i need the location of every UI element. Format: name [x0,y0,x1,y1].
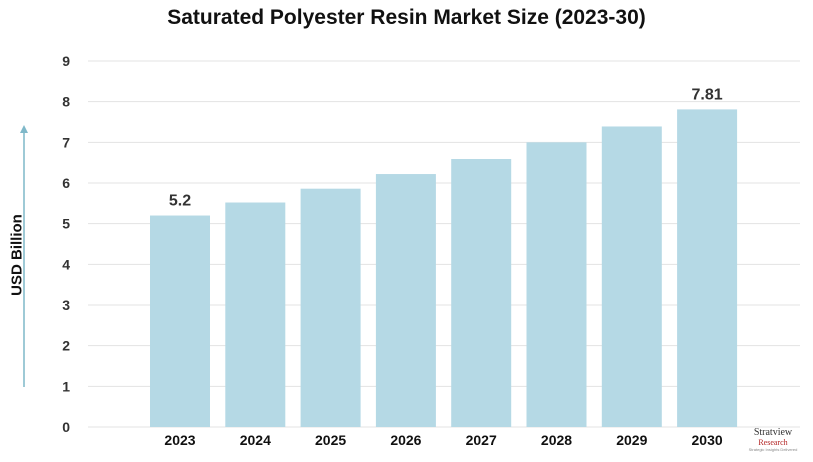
bar-2024 [225,202,286,427]
y-tick-label: 0 [62,419,70,435]
data-label-2030: 7.81 [692,86,723,103]
y-tick-label: 5 [62,216,70,232]
bar-2023 [150,215,210,427]
x-tick-label: 2030 [692,432,723,448]
logo-line-2: Research [758,438,788,447]
y-tick-label: 2 [62,338,70,354]
y-tick-label: 8 [62,94,70,110]
x-tick-label: 2025 [315,432,346,448]
logo-tagline: Strategic Insights Delivered [748,447,798,452]
y-tick-label: 3 [62,297,70,313]
bar-2027 [451,159,512,428]
bar-2030 [677,109,738,427]
x-tick-label: 2029 [616,432,647,448]
x-tick-label: 2023 [164,432,195,448]
x-tick-label: 2026 [390,432,421,448]
bar-2026 [375,174,436,427]
bar-2028 [526,142,587,428]
x-tick-label: 2027 [466,432,497,448]
y-tick-label: 4 [62,256,70,272]
chart-title: Saturated Polyester Resin Market Size (2… [167,6,646,29]
y-tick-label: 9 [62,53,70,69]
x-tick-label: 2028 [541,432,572,448]
stratview-logo: Stratview Research Strategic Insights De… [738,428,808,460]
y-tick-label: 1 [62,378,70,394]
logo-line-1: Stratview [753,427,793,438]
y-tick-label: 6 [62,175,70,191]
y-tick-label: 7 [62,134,70,150]
x-tick-label: 2024 [240,432,271,448]
y-axis-arrow-icon [20,125,28,387]
data-label-2023: 5.2 [169,193,191,210]
bar-2025 [300,188,361,427]
bar-2029 [601,126,662,428]
